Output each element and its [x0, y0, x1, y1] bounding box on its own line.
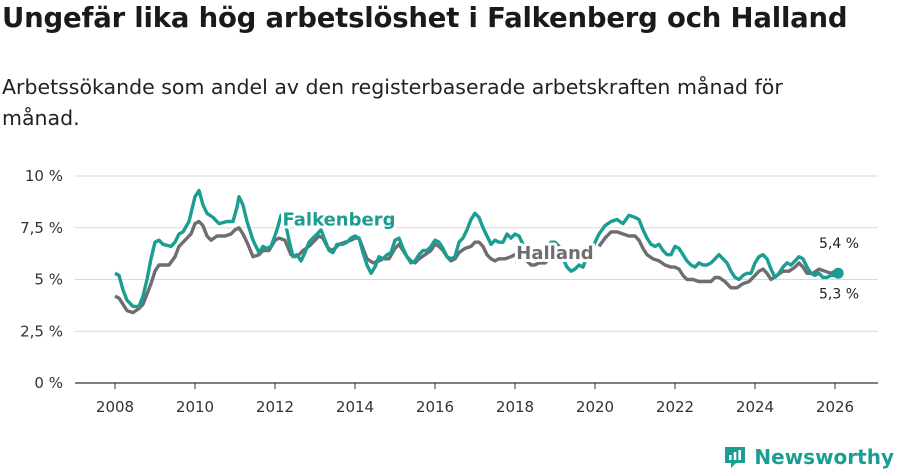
end-value-label-falkenberg: 5,3 % — [819, 286, 859, 302]
x-tick-label: 2018 — [496, 398, 534, 416]
series-label-halland: Halland — [516, 243, 593, 264]
x-tick-label: 2010 — [176, 398, 214, 416]
x-tick-label: 2014 — [336, 398, 374, 416]
series-line-halland — [597, 230, 839, 290]
chart-title: Ungefär lika hög arbetslöshet i Falkenbe… — [2, 2, 848, 34]
newsworthy-logo-icon — [725, 447, 746, 468]
y-tick-label: 2,5 % — [20, 322, 63, 340]
y-tick-label: 10 % — [25, 167, 63, 185]
series-label-falkenberg-halo: Falkenberg — [283, 210, 396, 231]
series-layer — [114, 188, 844, 315]
series-label-falkenberg: Falkenberg — [283, 210, 396, 231]
y-tick-label: 7,5 % — [20, 219, 63, 237]
series-label-halland-halo: Halland — [516, 243, 593, 264]
series-end-marker — [832, 267, 844, 279]
x-tick-label: 2008 — [96, 398, 134, 416]
chart-subtitle: Arbetssökande som andel av den registerb… — [2, 75, 783, 130]
x-tick-label: 2012 — [256, 398, 294, 416]
x-tick-label: 2016 — [416, 398, 454, 416]
axis-layer: 0 % 2,5 % 5 % 7,5 % 10 % 2008 2010 2012 2014 2016… — [20, 167, 878, 416]
grid-layer — [75, 175, 878, 332]
end-value-label-halland: 5,4 % — [819, 236, 859, 252]
y-tick-label: 5 % — [34, 271, 63, 289]
x-tick-label: 2024 — [736, 398, 774, 416]
x-tick-label: 2026 — [816, 398, 854, 416]
x-tick-label: 2020 — [576, 398, 614, 416]
y-tick-label: 0 % — [34, 374, 63, 392]
series-line-falkenberg — [114, 188, 840, 309]
brand-name: Newsworthy — [754, 445, 894, 469]
x-tick-label: 2022 — [656, 398, 694, 416]
brand: Newsworthy — [722, 444, 894, 470]
